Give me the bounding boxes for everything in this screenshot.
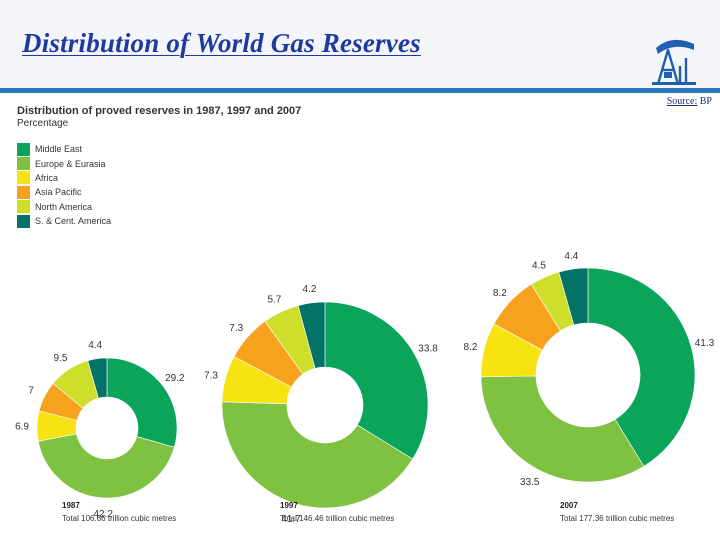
data-label-africa-2007: 8.2 (464, 342, 478, 353)
year-label-1997: 1997 (280, 501, 298, 510)
legend-swatch (17, 157, 30, 171)
slide-title: Distribution of World Gas Reserves (22, 28, 421, 58)
legend-label: Asia Pacific (35, 187, 82, 198)
slice-europe-and-eurasia-1997 (221, 401, 414, 509)
slice-s-and-cent-america-1997 (297, 301, 326, 369)
slice-middle-east-2007 (587, 267, 696, 467)
slice-europe-and-eurasia-1987 (37, 433, 175, 499)
legend-swatch (17, 185, 30, 199)
slice-middle-east-1987 (106, 357, 178, 448)
slice-s-and-cent-america-2007 (558, 267, 589, 326)
slide-header (0, 0, 720, 88)
chart-legend: Middle East Europe & Eurasia Africa Asia… (17, 142, 111, 228)
legend-label: North America (35, 201, 93, 212)
year-label-2007: 2007 (560, 501, 578, 510)
legend-item-africa: Africa (17, 171, 111, 185)
data-label-s-and-cent-america-1997: 4.2 (303, 284, 317, 295)
legend-item-europe-eurasia: Europe & Eurasia (17, 156, 111, 171)
data-label-africa-1997: 7.3 (204, 371, 218, 382)
total-label-1987: Total 106.66 trillion cubic metres (62, 514, 176, 523)
legend-item-north-america: North America (17, 200, 111, 214)
legend-swatch (17, 171, 30, 185)
donut-1997: 33.8 41.7 7.3 7.3 5.7 4.2 (204, 284, 438, 525)
legend-item-asia-pacific: Asia Pacific (17, 185, 111, 199)
data-label-africa-1987: 6.9 (15, 422, 29, 433)
legend-item-middle-east: Middle East (17, 142, 111, 156)
data-label-asia-pacific-1997: 7.3 (229, 323, 243, 334)
source-prefix: Source: (666, 96, 698, 107)
data-label-asia-pacific-2007: 8.2 (493, 288, 507, 299)
data-label-middle-east-1997: 33.8 (418, 344, 438, 355)
data-label-middle-east-1987: 29.2 (165, 373, 185, 384)
data-label-europe-and-eurasia-1987: 42.2 (93, 509, 113, 520)
data-label-middle-east-2007: 41.3 (695, 338, 715, 349)
chart-subtitle: Percentage (17, 118, 69, 129)
data-label-s-and-cent-america-2007: 4.4 (564, 251, 578, 262)
legend-swatch (17, 142, 30, 156)
legend-label: S. & Cent. America (35, 216, 112, 227)
source-citation: Source: BP (667, 96, 712, 107)
data-label-north-america-2007: 4.5 (532, 260, 546, 271)
total-label-2007: Total 177.36 trillion cubic metres (560, 514, 674, 523)
slice-europe-and-eurasia-2007 (480, 375, 645, 483)
oil-pump-jack-icon (652, 39, 696, 85)
legend-item-south-central-america: S. & Cent. America (17, 214, 111, 228)
data-label-asia-pacific-1987: 7 (28, 386, 34, 397)
donut-2007: 41.3 33.5 8.2 8.2 4.5 4.4 (464, 251, 715, 488)
legend-swatch (17, 214, 30, 228)
data-label-north-america-1987: 9.5 (53, 353, 67, 364)
chart-title: Distribution of proved reserves in 1987,… (17, 105, 302, 117)
data-label-europe-and-eurasia-2007: 33.5 (520, 477, 540, 488)
year-label-1987: 1987 (62, 501, 80, 510)
header-divider (0, 88, 720, 93)
legend-label: Middle East (35, 144, 83, 155)
slice-middle-east-1997 (324, 301, 429, 460)
source-name: BP (699, 96, 712, 107)
legend-label: Africa (35, 172, 59, 183)
legend-swatch (17, 200, 30, 214)
donut-1987: 29.2 42.2 6.9 7 9.5 4.4 (15, 340, 185, 520)
data-label-europe-and-eurasia-1997: 41.7 (281, 514, 301, 525)
legend-label: Europe & Eurasia (35, 158, 106, 169)
data-label-north-america-1997: 5.7 (267, 294, 281, 305)
slice-s-and-cent-america-1987 (87, 357, 108, 399)
data-label-s-and-cent-america-1987: 4.4 (88, 340, 102, 351)
total-label-1997: Total 146.46 trillion cubic metres (280, 514, 394, 523)
